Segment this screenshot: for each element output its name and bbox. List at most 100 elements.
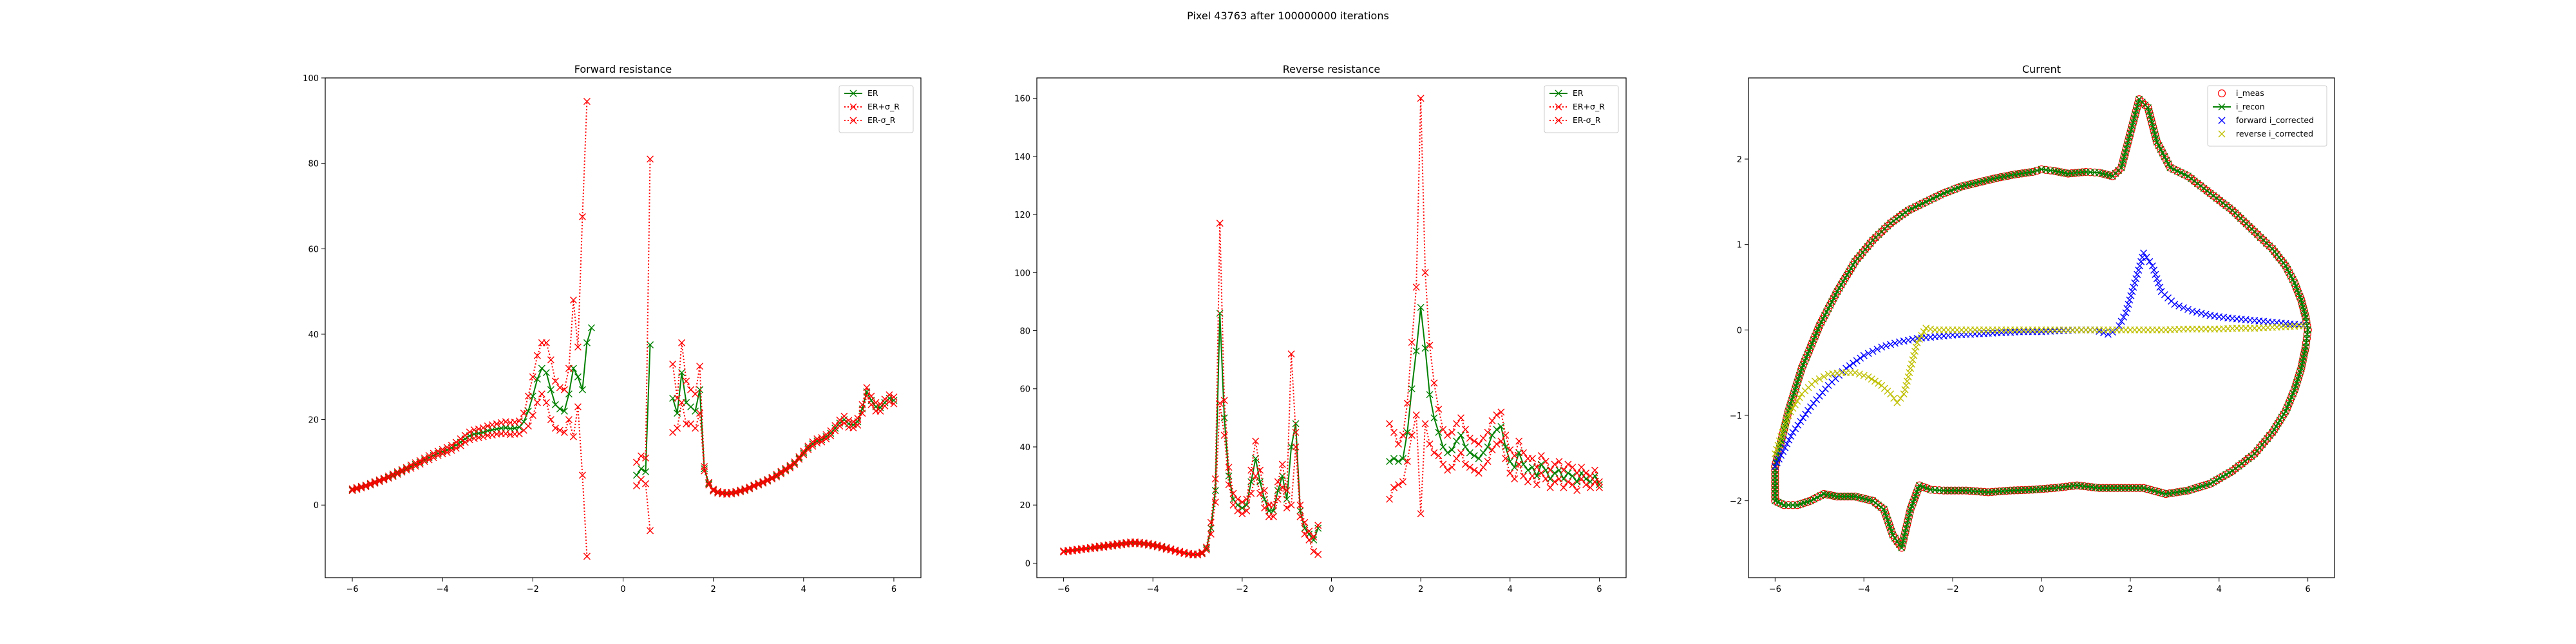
data-point-1 bbox=[696, 363, 704, 370]
i-meas-point bbox=[1881, 509, 1889, 517]
i-meas-point bbox=[2119, 156, 2128, 164]
series-line-2 bbox=[1063, 403, 1319, 556]
data-point-1 bbox=[1305, 527, 1313, 535]
data-point-1 bbox=[479, 424, 487, 431]
i-recon-point bbox=[1922, 198, 1930, 205]
forward-i-corrected-point bbox=[1771, 463, 1779, 471]
i-recon-point bbox=[1933, 193, 1940, 200]
data-point-2 bbox=[813, 439, 821, 447]
i-meas-point bbox=[1871, 233, 1880, 242]
data-point-2 bbox=[1274, 495, 1282, 503]
i-meas-point bbox=[2118, 160, 2126, 168]
reverse-i-corrected-point bbox=[1780, 424, 1788, 432]
data-point-2 bbox=[479, 433, 487, 440]
data-point-1 bbox=[1578, 464, 1586, 471]
series-line-1 bbox=[636, 158, 651, 463]
i-recon-point bbox=[2177, 169, 2184, 176]
i-meas-point bbox=[1887, 527, 1896, 536]
i-recon-point bbox=[2164, 160, 2172, 168]
x-tick-label: −2 bbox=[527, 585, 539, 594]
data-point-2 bbox=[1448, 464, 1456, 471]
data-point-1 bbox=[574, 343, 582, 351]
data-point-2 bbox=[804, 446, 812, 453]
legend-marker bbox=[1555, 90, 1562, 97]
data-point-2 bbox=[384, 474, 392, 482]
reverse-i-corrected-point bbox=[1871, 377, 1879, 385]
forward-i-corrected-point bbox=[1846, 362, 1853, 370]
data-point-0 bbox=[1595, 481, 1603, 489]
i-meas-point bbox=[2120, 152, 2128, 160]
i-recon-point bbox=[2166, 164, 2174, 171]
i-recon-point bbox=[1817, 318, 1825, 326]
data-point-0 bbox=[1475, 455, 1482, 462]
data-point-1 bbox=[511, 419, 518, 426]
data-point-0 bbox=[1488, 431, 1496, 439]
data-point-2 bbox=[1390, 484, 1398, 491]
data-point-2 bbox=[466, 436, 473, 444]
data-point-2 bbox=[366, 481, 374, 489]
data-point-1 bbox=[1287, 350, 1295, 358]
data-point-1 bbox=[551, 377, 559, 385]
i-meas-point bbox=[1954, 184, 1962, 192]
y-tick-label: −2 bbox=[1730, 497, 1742, 507]
i-meas-point bbox=[2164, 160, 2173, 168]
i-meas-point bbox=[2129, 118, 2137, 126]
data-point-2 bbox=[1582, 481, 1590, 489]
data-point-2 bbox=[443, 449, 451, 457]
data-point-0 bbox=[1573, 478, 1581, 486]
i-recon-point bbox=[2210, 192, 2217, 200]
x-tick-label: −2 bbox=[1947, 585, 1959, 594]
i-meas-point bbox=[1794, 375, 1803, 383]
data-point-0 bbox=[674, 410, 681, 417]
i-meas-point bbox=[2291, 382, 2300, 390]
i-recon-point bbox=[2289, 390, 2297, 397]
x-tick-label: 6 bbox=[2305, 585, 2310, 594]
data-point-2 bbox=[1595, 484, 1603, 491]
i-recon-point bbox=[1804, 350, 1812, 358]
forward-i-corrected-point bbox=[1777, 451, 1785, 459]
data-point-0 bbox=[556, 405, 564, 413]
i-meas-point bbox=[2125, 133, 2134, 142]
data-point-1 bbox=[1520, 449, 1528, 457]
axes-frame bbox=[325, 77, 922, 578]
reverse-i-corrected-point bbox=[1786, 408, 1794, 415]
data-point-0 bbox=[1421, 345, 1429, 352]
data-point-1 bbox=[565, 365, 573, 372]
y-tick-label: 60 bbox=[308, 245, 319, 254]
y-tick-label: 80 bbox=[1019, 327, 1030, 337]
data-point-2 bbox=[425, 456, 433, 464]
data-point-0 bbox=[1551, 469, 1558, 477]
data-point-2 bbox=[1211, 498, 1219, 506]
reverse-i-corrected-point bbox=[2300, 322, 2307, 330]
data-point-2 bbox=[1560, 484, 1567, 491]
data-point-0 bbox=[533, 375, 541, 383]
i-recon-point bbox=[2200, 185, 2208, 192]
data-point-2 bbox=[809, 442, 817, 450]
data-point-2 bbox=[1484, 458, 1492, 466]
data-point-0 bbox=[1390, 455, 1398, 462]
reverse-i-corrected-point bbox=[1794, 397, 1801, 405]
i-recon-point bbox=[1902, 209, 1909, 216]
forward-i-corrected-point bbox=[2130, 283, 2137, 291]
i-meas-point bbox=[2293, 379, 2301, 387]
panel-title: Forward resistance bbox=[574, 63, 672, 75]
reverse-i-corrected-point bbox=[1901, 386, 1909, 393]
data-point-0 bbox=[1292, 420, 1300, 428]
i-recon-point bbox=[1832, 291, 1839, 299]
data-point-1 bbox=[1238, 498, 1246, 506]
data-point-0 bbox=[1426, 391, 1434, 399]
data-point-2 bbox=[674, 424, 681, 432]
reverse-i-corrected-point bbox=[1903, 377, 1911, 385]
data-point-1 bbox=[1479, 434, 1487, 442]
i-recon-point bbox=[1893, 215, 1900, 223]
i-meas-point bbox=[2141, 100, 2149, 109]
data-point-2 bbox=[1439, 460, 1447, 468]
data-point-1 bbox=[669, 360, 677, 368]
i-meas-point bbox=[1801, 357, 1809, 366]
x-tick-label: −2 bbox=[1236, 585, 1248, 594]
i-meas-point bbox=[2126, 129, 2134, 138]
data-point-1 bbox=[849, 418, 857, 426]
series-line-1 bbox=[352, 101, 588, 489]
i-meas-point bbox=[1796, 368, 1805, 376]
i-meas-point bbox=[2250, 227, 2259, 236]
